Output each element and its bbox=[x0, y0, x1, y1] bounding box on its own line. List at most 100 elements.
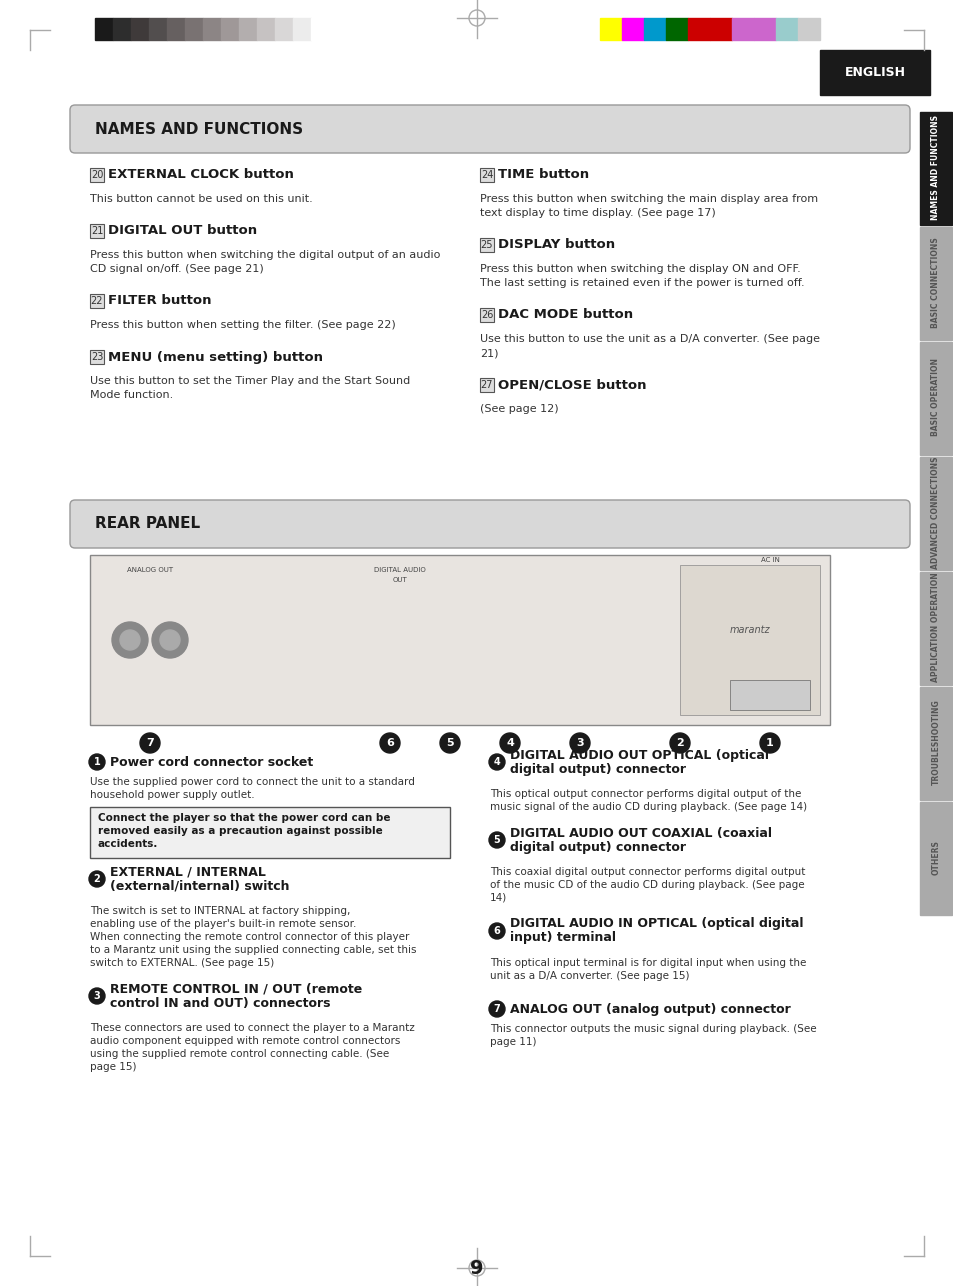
Bar bbox=[820, 50, 929, 95]
Circle shape bbox=[489, 923, 504, 939]
Text: BASIC OPERATION: BASIC OPERATION bbox=[930, 359, 940, 436]
Text: The switch is set to INTERNAL at factory shipping,: The switch is set to INTERNAL at factory… bbox=[90, 907, 350, 916]
Text: input) terminal: input) terminal bbox=[510, 931, 616, 944]
Text: 21: 21 bbox=[91, 226, 103, 237]
Text: MENU (menu setting) button: MENU (menu setting) button bbox=[108, 351, 323, 364]
Text: 14): 14) bbox=[490, 892, 507, 903]
Text: digital output) connector: digital output) connector bbox=[510, 763, 685, 775]
Circle shape bbox=[669, 733, 689, 754]
Circle shape bbox=[489, 832, 504, 847]
Text: page 11): page 11) bbox=[490, 1037, 536, 1047]
Text: household power supply outlet.: household power supply outlet. bbox=[90, 790, 254, 800]
Bar bbox=[679, 565, 820, 715]
Bar bbox=[239, 18, 256, 40]
Text: 7: 7 bbox=[493, 1004, 500, 1013]
Text: Connect the player so that the power cord can be: Connect the player so that the power cor… bbox=[98, 813, 390, 823]
Bar bbox=[293, 18, 311, 40]
Text: 2: 2 bbox=[93, 874, 100, 883]
Circle shape bbox=[89, 871, 105, 887]
Circle shape bbox=[489, 754, 504, 770]
Bar bbox=[753, 18, 775, 40]
Text: BASIC CONNECTIONS: BASIC CONNECTIONS bbox=[930, 237, 940, 328]
Text: 5: 5 bbox=[493, 835, 500, 845]
Bar bbox=[203, 18, 221, 40]
Bar bbox=[919, 802, 951, 916]
Text: ADVANCED CONNECTIONS: ADVANCED CONNECTIONS bbox=[930, 457, 940, 568]
Text: 21): 21) bbox=[479, 349, 498, 358]
Bar bbox=[919, 228, 951, 340]
Text: 3: 3 bbox=[93, 992, 100, 1001]
Text: 24: 24 bbox=[480, 170, 493, 180]
Text: This optical input terminal is for digital input when using the: This optical input terminal is for digit… bbox=[490, 958, 805, 968]
Text: ANALOG OUT (analog output) connector: ANALOG OUT (analog output) connector bbox=[510, 1003, 790, 1016]
Text: DIGITAL AUDIO OUT COAXIAL (coaxial: DIGITAL AUDIO OUT COAXIAL (coaxial bbox=[510, 827, 771, 840]
Text: marantz: marantz bbox=[729, 625, 769, 635]
Text: 23: 23 bbox=[91, 352, 103, 361]
Text: Use this button to set the Timer Play and the Start Sound: Use this button to set the Timer Play an… bbox=[90, 376, 410, 386]
Bar bbox=[919, 112, 951, 225]
Text: Mode function.: Mode function. bbox=[90, 390, 173, 400]
Text: 20: 20 bbox=[91, 170, 103, 180]
Text: 9: 9 bbox=[470, 1259, 483, 1277]
FancyBboxPatch shape bbox=[70, 500, 909, 548]
Text: Use the supplied power cord to connect the unit to a standard: Use the supplied power cord to connect t… bbox=[90, 777, 415, 787]
Text: 3: 3 bbox=[576, 738, 583, 748]
Text: OPEN/CLOSE button: OPEN/CLOSE button bbox=[497, 378, 646, 391]
Text: This button cannot be used on this unit.: This button cannot be used on this unit. bbox=[90, 194, 313, 204]
Bar bbox=[919, 342, 951, 455]
Bar bbox=[167, 18, 185, 40]
Text: NAMES AND FUNCTIONS: NAMES AND FUNCTIONS bbox=[95, 121, 303, 136]
Text: APPLICATION OPERATION: APPLICATION OPERATION bbox=[930, 572, 940, 683]
Text: ANALOG OUT: ANALOG OUT bbox=[127, 567, 172, 574]
Text: using the supplied remote control connecting cable. (See: using the supplied remote control connec… bbox=[90, 1049, 389, 1058]
Text: These connectors are used to connect the player to a Marantz: These connectors are used to connect the… bbox=[90, 1022, 415, 1033]
Text: page 15): page 15) bbox=[90, 1062, 136, 1073]
Bar bbox=[729, 680, 809, 710]
Text: 7: 7 bbox=[146, 738, 153, 748]
Text: unit as a D/A converter. (See page 15): unit as a D/A converter. (See page 15) bbox=[490, 971, 689, 981]
Bar bbox=[479, 238, 494, 252]
Circle shape bbox=[439, 733, 459, 754]
Text: 2: 2 bbox=[676, 738, 683, 748]
Bar bbox=[621, 18, 643, 40]
Text: 4: 4 bbox=[505, 738, 514, 748]
Text: CD signal on/off. (See page 21): CD signal on/off. (See page 21) bbox=[90, 264, 263, 274]
Text: NAMES AND FUNCTIONS: NAMES AND FUNCTIONS bbox=[930, 114, 940, 220]
Text: to a Marantz unit using the supplied connecting cable, set this: to a Marantz unit using the supplied con… bbox=[90, 945, 416, 955]
Bar bbox=[90, 168, 104, 183]
Bar bbox=[919, 457, 951, 570]
Bar bbox=[90, 350, 104, 364]
Text: OTHERS: OTHERS bbox=[930, 840, 940, 874]
Text: This connector outputs the music signal during playback. (See: This connector outputs the music signal … bbox=[490, 1024, 816, 1034]
Text: This optical output connector performs digital output of the: This optical output connector performs d… bbox=[490, 790, 801, 799]
Text: 1: 1 bbox=[765, 738, 773, 748]
Text: 25: 25 bbox=[480, 240, 493, 249]
Text: Power cord connector socket: Power cord connector socket bbox=[110, 755, 313, 769]
Text: REMOTE CONTROL IN / OUT (remote: REMOTE CONTROL IN / OUT (remote bbox=[110, 983, 362, 995]
Bar bbox=[274, 18, 293, 40]
Text: DIGITAL AUDIO: DIGITAL AUDIO bbox=[374, 567, 425, 574]
Bar bbox=[90, 808, 450, 858]
Bar bbox=[775, 18, 797, 40]
Text: 5: 5 bbox=[446, 738, 454, 748]
Text: music signal of the audio CD during playback. (See page 14): music signal of the audio CD during play… bbox=[490, 802, 806, 811]
Text: text display to time display. (See page 17): text display to time display. (See page … bbox=[479, 208, 715, 219]
Bar bbox=[90, 556, 829, 725]
Bar bbox=[643, 18, 665, 40]
Text: FILTER button: FILTER button bbox=[108, 294, 212, 307]
Text: AC IN: AC IN bbox=[760, 557, 779, 563]
Bar bbox=[687, 18, 709, 40]
Text: 6: 6 bbox=[493, 926, 500, 936]
Text: DISPLAY button: DISPLAY button bbox=[497, 238, 615, 252]
Circle shape bbox=[112, 622, 148, 658]
Circle shape bbox=[160, 630, 180, 649]
Bar bbox=[479, 378, 494, 392]
Text: The last setting is retained even if the power is turned off.: The last setting is retained even if the… bbox=[479, 278, 803, 288]
Circle shape bbox=[120, 630, 140, 649]
Text: DAC MODE button: DAC MODE button bbox=[497, 309, 633, 322]
Circle shape bbox=[760, 733, 780, 754]
Text: 22: 22 bbox=[91, 296, 103, 306]
Bar bbox=[95, 18, 112, 40]
Text: switch to EXTERNAL. (See page 15): switch to EXTERNAL. (See page 15) bbox=[90, 958, 274, 968]
Text: enabling use of the player's built-in remote sensor.: enabling use of the player's built-in re… bbox=[90, 919, 356, 928]
